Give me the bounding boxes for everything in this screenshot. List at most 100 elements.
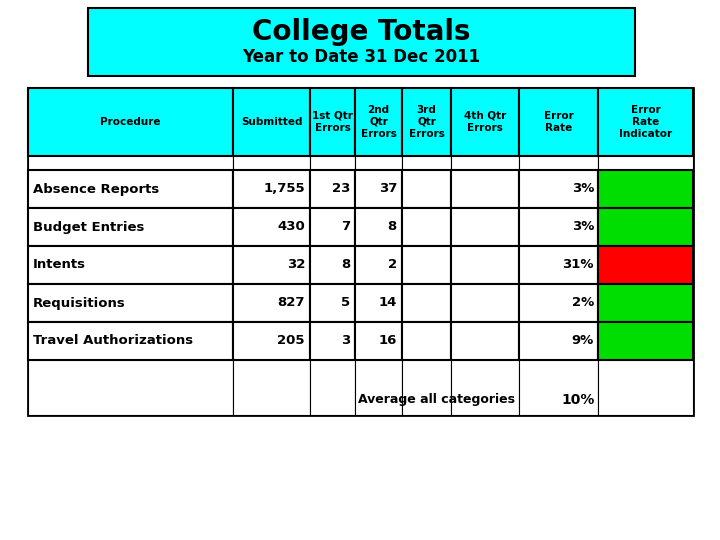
Bar (310, 88, 355, 156)
Bar (233, 156, 310, 170)
Text: 1st Qtr
Errors: 1st Qtr Errors (312, 111, 353, 133)
Bar (519, 88, 598, 156)
Text: 3%: 3% (572, 220, 594, 233)
Text: Average all categories: Average all categories (358, 393, 515, 406)
Bar (402, 360, 451, 415)
Bar (233, 322, 310, 360)
Bar (519, 156, 598, 170)
Bar (310, 156, 355, 170)
Bar (402, 170, 451, 208)
Bar (355, 208, 402, 246)
Text: 32: 32 (287, 259, 305, 272)
Bar (402, 246, 451, 284)
Bar (598, 208, 693, 246)
Bar (519, 284, 598, 322)
Text: 9%: 9% (572, 334, 594, 348)
Text: 3rd
Qtr
Errors: 3rd Qtr Errors (408, 105, 444, 139)
Text: 2: 2 (388, 259, 397, 272)
Text: Procedure: Procedure (100, 117, 161, 127)
Bar (310, 208, 355, 246)
Text: Absence Reports: Absence Reports (33, 183, 159, 195)
Bar (519, 322, 598, 360)
Bar (598, 170, 693, 208)
Text: 7: 7 (341, 220, 350, 233)
Bar (355, 322, 402, 360)
Bar (402, 156, 451, 170)
Bar (310, 284, 355, 322)
Bar (233, 88, 310, 156)
Text: 23: 23 (332, 183, 350, 195)
Bar (451, 322, 519, 360)
Bar (233, 284, 310, 322)
Text: 205: 205 (277, 334, 305, 348)
Bar (233, 208, 310, 246)
Text: 2%: 2% (572, 296, 594, 309)
Bar (310, 246, 355, 284)
Text: 1,755: 1,755 (264, 183, 305, 195)
Bar (451, 208, 519, 246)
Text: Travel Authorizations: Travel Authorizations (33, 334, 193, 348)
Bar (519, 170, 598, 208)
Text: 31%: 31% (562, 259, 594, 272)
Bar (451, 284, 519, 322)
Bar (310, 360, 355, 415)
Text: Submitted: Submitted (240, 117, 302, 127)
Bar (598, 360, 693, 415)
Bar (519, 246, 598, 284)
Bar (519, 208, 598, 246)
Bar (28, 284, 233, 322)
Text: 10%: 10% (562, 393, 595, 407)
Bar (402, 88, 451, 156)
Bar (233, 170, 310, 208)
Bar (28, 170, 233, 208)
Text: 5: 5 (341, 296, 350, 309)
Bar (355, 88, 402, 156)
Bar (28, 88, 233, 156)
Text: 430: 430 (277, 220, 305, 233)
Bar (451, 156, 519, 170)
Bar (28, 246, 233, 284)
Bar (28, 156, 233, 170)
Text: 4th Qtr
Errors: 4th Qtr Errors (464, 111, 506, 133)
Text: College Totals: College Totals (252, 18, 471, 46)
Text: 3%: 3% (572, 183, 594, 195)
Text: 16: 16 (379, 334, 397, 348)
Bar (451, 88, 519, 156)
Text: 14: 14 (379, 296, 397, 309)
Text: Requisitions: Requisitions (33, 296, 126, 309)
Bar (28, 88, 693, 415)
Bar (451, 170, 519, 208)
Bar (402, 208, 451, 246)
Text: 2nd
Qtr
Errors: 2nd Qtr Errors (361, 105, 397, 139)
Bar (451, 360, 519, 415)
Bar (519, 360, 598, 415)
Text: 8: 8 (341, 259, 350, 272)
Bar (355, 170, 402, 208)
Text: 3: 3 (341, 334, 350, 348)
Bar (88, 8, 635, 76)
Bar (310, 170, 355, 208)
Bar (355, 246, 402, 284)
Text: Intents: Intents (33, 259, 86, 272)
Bar (28, 322, 233, 360)
Text: Budget Entries: Budget Entries (33, 220, 145, 233)
Bar (598, 88, 693, 156)
Text: Error
Rate
Indicator: Error Rate Indicator (619, 105, 672, 139)
Bar (355, 156, 402, 170)
Bar (355, 360, 402, 415)
Bar (355, 284, 402, 322)
Bar (598, 246, 693, 284)
Bar (233, 246, 310, 284)
Text: 37: 37 (379, 183, 397, 195)
Bar (310, 322, 355, 360)
Text: 827: 827 (277, 296, 305, 309)
Bar (451, 246, 519, 284)
Bar (402, 284, 451, 322)
Text: Error
Rate: Error Rate (544, 111, 573, 133)
Bar (598, 284, 693, 322)
Text: Year to Date 31 Dec 2011: Year to Date 31 Dec 2011 (243, 48, 480, 66)
Bar (28, 360, 233, 415)
Bar (233, 360, 310, 415)
Text: 8: 8 (388, 220, 397, 233)
Bar (598, 322, 693, 360)
